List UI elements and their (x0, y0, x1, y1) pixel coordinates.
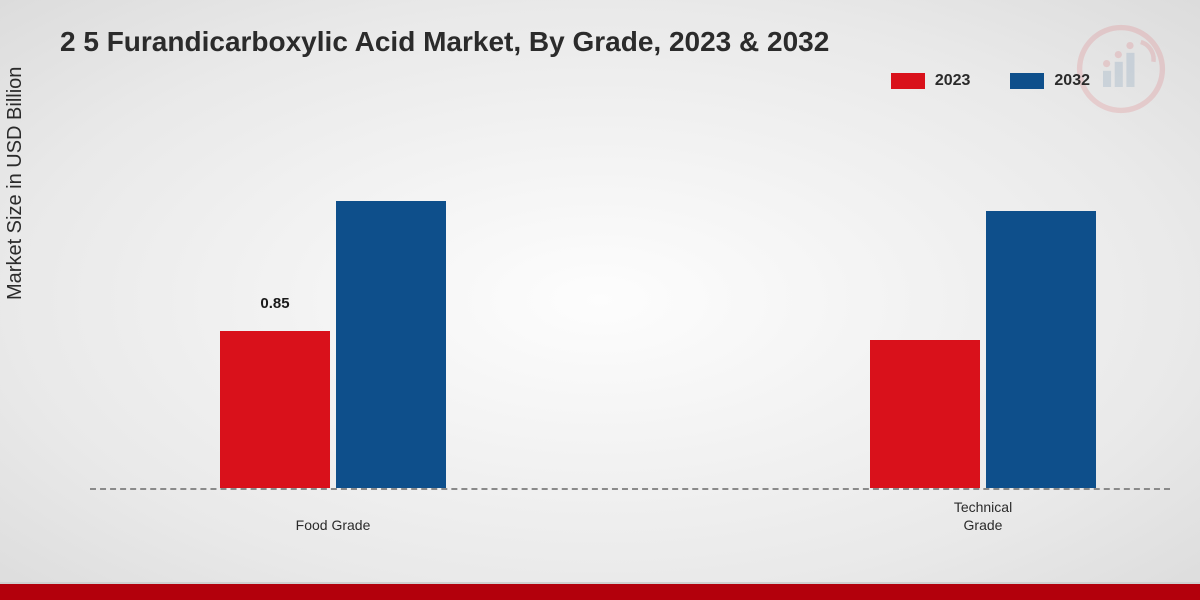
legend-label-2023: 2023 (935, 72, 971, 90)
chart-canvas: 2 5 Furandicarboxylic Acid Market, By Gr… (0, 0, 1200, 600)
legend-swatch-2032 (1010, 73, 1044, 89)
legend-swatch-2023 (891, 73, 925, 89)
watermark-icon (1076, 24, 1166, 114)
legend-label-2032: 2032 (1054, 72, 1090, 90)
chart-title: 2 5 Furandicarboxylic Acid Market, By Gr… (60, 26, 829, 58)
category-label-food-grade: Food Grade (296, 517, 371, 535)
bar-group-technical-grade: Technical Grade (870, 120, 1096, 490)
bar-technical-grade-2023 (870, 340, 980, 488)
legend-item-2023: 2023 (891, 72, 971, 90)
category-label-technical-grade: Technical Grade (954, 499, 1012, 534)
bar-technical-grade-2032 (986, 211, 1096, 489)
legend-item-2032: 2032 (1010, 72, 1090, 90)
legend: 2023 2032 (891, 72, 1090, 90)
y-axis-label: Market Size in USD Billion (4, 67, 27, 300)
footer-bar (0, 584, 1200, 600)
bar-value-food-grade-2023: 0.85 (260, 295, 289, 312)
bar-food-grade-2023 (220, 331, 330, 488)
bar-group-food-grade: 0.85 Food Grade (220, 120, 446, 490)
bar-food-grade-2032 (336, 201, 446, 488)
plot-area: 0.85 Food Grade Technical Grade (90, 120, 1170, 490)
